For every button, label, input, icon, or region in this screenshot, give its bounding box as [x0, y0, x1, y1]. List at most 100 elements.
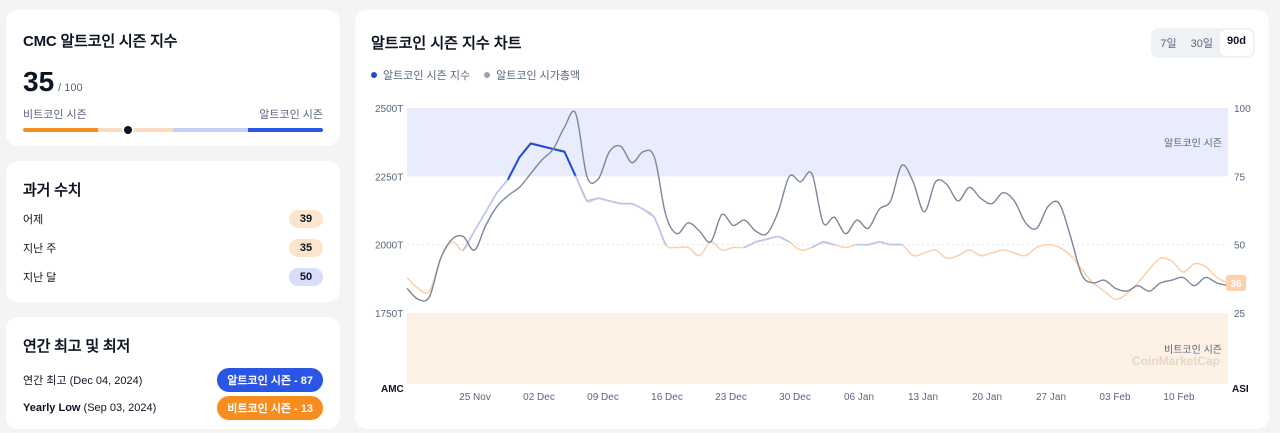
hist-row-last-week: 지난 주 35 — [23, 238, 323, 258]
altcoin-index-segment — [766, 235, 779, 240]
altcoin-index-segment — [496, 178, 510, 194]
right-axis-tick: 50 — [1234, 241, 1246, 252]
legend-label: 알트코인 시즌 지수 — [383, 70, 471, 82]
hist-value-pill: 50 — [289, 268, 323, 286]
current-value-badge-text: 36 — [1230, 279, 1242, 290]
hist-label: 어제 — [23, 214, 44, 226]
x-axis-tick: 20 Jan — [972, 392, 1002, 403]
x-axis-tick: 27 Jan — [1036, 392, 1066, 403]
legend-dot-icon — [484, 72, 491, 78]
hist-label: 지난 달 — [23, 272, 57, 284]
chart-legend: 알트코인 시즌 지수 알트코인 시가총액 — [371, 67, 580, 83]
hist-label: 지난 주 — [23, 243, 57, 255]
altcoin-index-segment — [540, 145, 555, 150]
altcoin-marketcap-line[interactable] — [406, 110, 1229, 302]
legend-item-marketcap[interactable]: 알트코인 시가총액 — [484, 67, 580, 83]
altcoin-index-segment — [473, 211, 487, 232]
season-gauge-bar — [23, 124, 323, 136]
range-tabs: 7일 30일 90d — [1151, 28, 1255, 58]
range-tab-90d[interactable]: 90d — [1220, 30, 1253, 56]
altcoin-season-zone-label: 알트코인 시즌 — [1164, 137, 1222, 149]
left-axis-tick: 2000T — [375, 241, 403, 252]
altcoin-season-index-card: CMC 알트코인 시즌 지수 35 / 100 비트코인 시즌 알트코인 시즌 — [6, 10, 340, 146]
gauge-segment-alt — [248, 128, 323, 132]
bitcoin-season-zone — [407, 313, 1228, 384]
x-axis-tick: 23 Dec — [715, 392, 747, 403]
right-axis-tick: 25 — [1234, 309, 1246, 320]
index-card-title: CMC 알트코인 시즌 지수 — [23, 33, 178, 50]
hist-row-last-month: 지난 달 50 — [23, 267, 323, 287]
altcoin-index-segment — [586, 197, 599, 202]
altcoin-index-segment — [552, 148, 566, 153]
gauge-segment-btc-light — [98, 128, 173, 132]
chart-card: 알트코인 시즌 비트코인 시즌 CoinMarketCap 1750T 2000T 225… — [355, 10, 1269, 429]
yearly-low-badge: 비트코인 시즌 - 13 — [217, 396, 323, 420]
index-score: 35 — [23, 66, 55, 97]
right-axis-tick: 100 — [1234, 104, 1251, 115]
altcoin-index-segment — [653, 216, 667, 246]
hist-row-yesterday: 어제 39 — [23, 209, 323, 229]
altcoin-index-segment — [462, 230, 476, 251]
score-row: 35 / 100 — [23, 66, 323, 98]
altcoin-index-segment — [518, 142, 532, 159]
altcoin-index-segment — [563, 150, 577, 178]
gauge-indicator-dot — [122, 124, 134, 136]
x-axis-tick: 25 Nov — [459, 392, 491, 403]
altcoin-index-segment — [878, 241, 892, 246]
right-axis-tick: 75 — [1234, 172, 1246, 183]
x-axis-tick: 16 Dec — [651, 392, 683, 403]
altcoin-index-segment — [777, 235, 791, 243]
legend-label: 알트코인 시가총액 — [496, 70, 581, 82]
altcoin-index-segment — [608, 200, 622, 205]
yearly-title: 연간 최고 및 최저 — [23, 338, 131, 355]
altcoin-index-segment — [631, 202, 644, 210]
x-axis-tick: 03 Feb — [1099, 392, 1131, 403]
x-axis-tick: 30 Dec — [779, 392, 811, 403]
altcoin-index-segment — [743, 241, 757, 249]
altcoin-index-segment — [597, 197, 611, 202]
altcoin-index-segment — [529, 142, 543, 148]
hist-value-pill: 39 — [289, 210, 323, 228]
yearly-high-label: 연간 최고 (Dec 04, 2024) — [23, 375, 143, 387]
left-axis-tick: 1750T — [375, 309, 403, 320]
yearly-high-row: 연간 최고 (Dec 04, 2024) 알트코인 시즌 - 87 — [23, 368, 323, 392]
right-axis-title: ASI — [1232, 384, 1249, 395]
altcoin-index-segment — [484, 191, 498, 213]
legend-item-index[interactable]: 알트코인 시즌 지수 — [371, 67, 470, 83]
range-tab-30d[interactable]: 30일 — [1190, 38, 1214, 50]
x-axis-tick: 10 Feb — [1163, 392, 1195, 403]
altcoin-index-segment — [754, 238, 768, 243]
x-axis-tick: 09 Dec — [587, 392, 619, 403]
yearly-low-date: (Sep 03, 2024) — [80, 402, 157, 414]
altcoin-index-segment — [811, 241, 824, 249]
bitcoin-season-label: 비트코인 시즌 — [23, 109, 87, 121]
left-axis-title: AMC — [381, 384, 404, 395]
current-value-badge — [1226, 274, 1246, 291]
historical-values-card: 과거 수치 어제 39 지난 주 35 지난 달 50 — [6, 161, 340, 302]
x-axis-tick: 13 Jan — [908, 392, 938, 403]
chart-title: 알트코인 시즌 지수 차트 — [371, 35, 522, 52]
watermark: CoinMarketCap — [1132, 354, 1220, 368]
altcoin-index-segment — [507, 156, 521, 181]
yearly-low-row: Yearly Low (Sep 03, 2024) 비트코인 시즌 - 13 — [23, 396, 323, 420]
altcoin-season-zone — [407, 108, 1228, 177]
left-axis-tick: 2250T — [375, 172, 403, 183]
hist-value-pill: 35 — [289, 239, 323, 257]
yearly-high-low-card: 연간 최고 및 최저 연간 최고 (Dec 04, 2024) 알트코인 시즌 … — [6, 317, 340, 429]
altcoin-index-segment — [574, 175, 588, 202]
altcoin-index-segment — [867, 241, 881, 246]
altcoin-season-label: 알트코인 시즌 — [259, 109, 323, 121]
range-tab-7d[interactable]: 7일 — [1160, 38, 1177, 50]
legend-dot-icon — [371, 72, 377, 78]
yearly-low-label-bold: Yearly Low — [23, 402, 81, 414]
x-axis-tick: 02 Dec — [523, 392, 555, 403]
altcoin-index-segment — [822, 241, 836, 246]
x-axis-tick: 06 Jan — [844, 392, 874, 403]
altcoin-index-segment — [642, 208, 656, 219]
gauge-segment-btc — [23, 128, 98, 132]
yearly-low-label: Yearly Low (Sep 03, 2024) — [23, 402, 156, 414]
season-labels: 비트코인 시즌 알트코인 시즌 — [23, 106, 323, 122]
left-axis-tick: 2500T — [375, 104, 403, 115]
index-score-max: / 100 — [58, 82, 83, 94]
